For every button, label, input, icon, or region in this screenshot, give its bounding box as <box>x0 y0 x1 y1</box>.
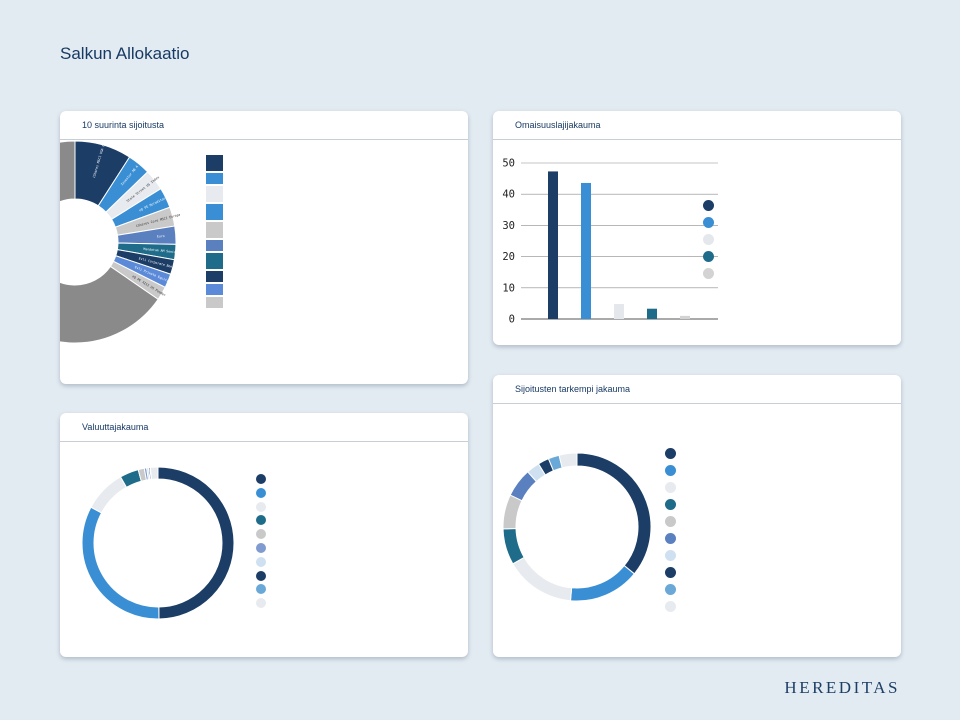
asset-class-legend <box>703 199 898 289</box>
page-title: Salkun Allokaatio <box>60 44 190 63</box>
legend-dot <box>256 474 266 484</box>
legend-swatch <box>206 222 223 238</box>
divider <box>60 441 468 442</box>
donut-slice <box>157 466 235 620</box>
legend-swatch <box>206 155 223 171</box>
currency-card: Valuuttajakauma <box>60 413 468 657</box>
donut-slice <box>569 564 636 602</box>
top10-card: 10 suurinta sijoitusta iShares MSCI USA … <box>60 111 468 384</box>
top10-legend <box>206 154 466 379</box>
legend-dot <box>665 465 676 476</box>
legend-dot <box>665 533 676 544</box>
legend-dot <box>665 482 676 493</box>
legend-dot <box>703 268 714 279</box>
currency-legend <box>256 473 461 623</box>
divider <box>493 403 901 404</box>
legend-dot <box>256 501 266 512</box>
brand-logo: HEREDITAS <box>784 678 900 697</box>
y-tick-label: 40 <box>502 189 515 201</box>
y-tick-label: 10 <box>502 282 515 294</box>
donut-slice <box>558 452 578 469</box>
legend-dot <box>703 200 714 211</box>
legend-dot <box>703 217 714 228</box>
currency-donut-chart <box>81 466 235 620</box>
donut-slice <box>149 466 159 480</box>
donut-slice <box>81 506 160 620</box>
y-tick-label: 20 <box>502 251 515 263</box>
legend-dot <box>256 584 266 595</box>
y-tick-label: 50 <box>502 158 515 170</box>
asset-class-card-title: Omaisuuslajijakauma <box>515 120 601 130</box>
legend-dot <box>256 515 266 526</box>
legend-dot <box>665 516 676 527</box>
legend-dot <box>665 448 676 459</box>
donut-slice <box>60 140 159 344</box>
bar <box>647 308 657 319</box>
legend-dot <box>665 499 676 510</box>
legend-swatch <box>206 240 223 251</box>
currency-card-title: Valuuttajakauma <box>82 422 149 432</box>
divider <box>493 139 901 140</box>
y-tick-label: 30 <box>502 220 515 232</box>
detailed-allocation-card-title: Sijoitusten tarkempi jakauma <box>515 384 631 394</box>
asset-class-bar-chart: 0 10 20 30 40 50 <box>502 158 718 326</box>
legend-swatch <box>206 297 223 308</box>
detailed-allocation-card: Sijoitusten tarkempi jakauma <box>493 375 901 657</box>
y-tick-label: 0 <box>509 314 515 326</box>
donut-slice <box>502 528 525 565</box>
detailed-donut-chart <box>502 452 652 602</box>
legend-swatch <box>206 173 223 184</box>
donut-slice <box>576 452 652 575</box>
top10-card-title: 10 suurinta sijoitusta <box>82 120 165 130</box>
donut-slice <box>90 476 128 514</box>
slice-label: Euro <box>157 234 165 239</box>
legend-dot <box>256 487 266 498</box>
asset-class-card: Omaisuuslajijakauma 0 10 20 30 40 50 <box>493 111 901 345</box>
legend-dot <box>256 543 266 553</box>
legend-dot <box>256 598 266 609</box>
slice-label: Mandatum AM Senior <box>143 247 178 254</box>
legend-dot <box>703 234 714 245</box>
legend-swatch <box>206 284 223 295</box>
legend-swatch <box>206 186 223 202</box>
bar <box>581 182 591 319</box>
detailed-legend <box>665 447 890 617</box>
legend-dot <box>256 529 266 540</box>
legend-swatch <box>206 253 223 269</box>
legend-dot <box>256 570 266 581</box>
legend-dot <box>665 567 676 578</box>
legend-swatch <box>206 204 223 220</box>
divider <box>60 139 468 140</box>
legend-swatch <box>206 271 223 282</box>
legend-dot <box>703 251 714 262</box>
donut-slice <box>512 556 573 602</box>
legend-dot <box>665 584 676 595</box>
donut-slice <box>502 494 523 530</box>
bar <box>548 171 558 319</box>
legend-dot <box>665 601 676 612</box>
bar <box>614 304 624 319</box>
bar <box>680 315 690 319</box>
legend-dot <box>665 550 676 561</box>
legend-dot <box>256 556 266 567</box>
